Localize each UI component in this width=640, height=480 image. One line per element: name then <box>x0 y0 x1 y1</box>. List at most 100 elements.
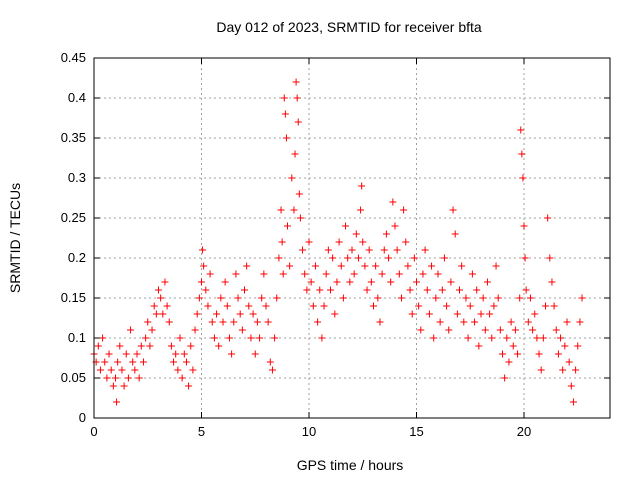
data-point <box>492 262 500 270</box>
data-point <box>413 278 420 286</box>
grid <box>94 58 610 418</box>
data-point <box>249 310 257 318</box>
data-point <box>569 398 577 406</box>
x-tick-label: 20 <box>517 424 531 439</box>
data-point <box>311 262 319 270</box>
data-point <box>234 294 242 302</box>
data-point <box>295 190 303 198</box>
data-point <box>550 302 558 310</box>
data-point <box>105 350 113 358</box>
data-point <box>529 326 537 334</box>
x-axis-label: GPS time / hours <box>297 457 404 473</box>
data-point <box>278 238 286 246</box>
x-tick-label: 15 <box>409 424 423 439</box>
data-point <box>561 342 569 350</box>
data-point <box>419 270 427 278</box>
data-point <box>509 342 517 350</box>
data-point <box>430 334 438 342</box>
data-point <box>157 294 165 302</box>
data-point <box>526 294 534 302</box>
data-point <box>114 358 122 366</box>
data-point <box>146 342 154 350</box>
data-point <box>303 286 311 294</box>
data-point <box>206 270 214 278</box>
data-point <box>408 310 416 318</box>
data-point <box>479 294 487 302</box>
y-tick-label: 0 <box>79 410 86 425</box>
data-point <box>305 238 313 246</box>
data-point <box>499 350 506 358</box>
data-point <box>118 366 126 374</box>
data-point <box>503 334 511 342</box>
data-point <box>223 302 231 310</box>
data-point <box>378 270 386 278</box>
data-point <box>275 254 283 262</box>
data-point <box>232 270 240 278</box>
data-point <box>296 214 304 222</box>
data-point <box>204 302 212 310</box>
data-point <box>124 374 132 382</box>
data-point <box>567 382 575 390</box>
data-point <box>301 270 309 278</box>
data-point <box>238 326 246 334</box>
data-point <box>400 206 408 214</box>
data-point <box>148 326 156 334</box>
data-point <box>329 254 337 262</box>
data-point <box>174 366 182 374</box>
data-point <box>458 262 466 270</box>
data-point <box>217 294 225 302</box>
data-point <box>282 134 290 142</box>
data-point <box>228 350 236 358</box>
data-point <box>501 374 509 382</box>
data-point <box>284 222 291 230</box>
data-point <box>522 286 530 294</box>
y-tick-label: 0.25 <box>61 210 86 225</box>
data-point <box>402 238 410 246</box>
data-point <box>350 270 358 278</box>
data-point <box>574 342 582 350</box>
data-point <box>245 302 253 310</box>
data-point <box>253 318 261 326</box>
data-point <box>180 350 188 358</box>
data-point <box>451 230 459 238</box>
data-point <box>505 358 513 366</box>
data-point <box>380 246 388 254</box>
data-point <box>277 206 285 214</box>
data-point <box>559 366 567 374</box>
data-point <box>260 270 268 278</box>
data-point <box>316 286 324 294</box>
data-point <box>193 310 201 318</box>
data-point <box>101 358 109 366</box>
data-point <box>468 270 476 278</box>
data-point <box>327 286 334 294</box>
data-point <box>122 350 130 358</box>
data-point <box>324 246 332 254</box>
data-point <box>344 254 352 262</box>
y-tick-label: 0.15 <box>61 290 86 305</box>
data-point <box>490 302 498 310</box>
data-point <box>221 278 229 286</box>
data-point <box>363 286 371 294</box>
data-point <box>155 286 162 294</box>
y-tick-label: 0.4 <box>68 90 86 105</box>
data-point <box>367 278 375 286</box>
y-tick-label: 0.2 <box>68 250 86 265</box>
data-point <box>281 110 289 118</box>
data-point <box>339 294 347 302</box>
data-point <box>189 366 197 374</box>
data-point <box>299 246 307 254</box>
data-point <box>161 278 169 286</box>
data-point <box>273 294 281 302</box>
x-tick-label: 0 <box>90 424 97 439</box>
y-tick-label: 0.45 <box>61 50 86 65</box>
data-point <box>533 334 541 342</box>
data-point <box>150 302 158 310</box>
data-point <box>354 254 362 262</box>
data-point <box>113 398 121 406</box>
data-point <box>471 318 479 326</box>
chart-title: Day 012 of 2023, SRMTID for receiver bft… <box>216 19 482 35</box>
data-point <box>135 374 143 382</box>
data-point <box>185 382 193 390</box>
data-point <box>576 318 584 326</box>
data-point <box>531 310 539 318</box>
